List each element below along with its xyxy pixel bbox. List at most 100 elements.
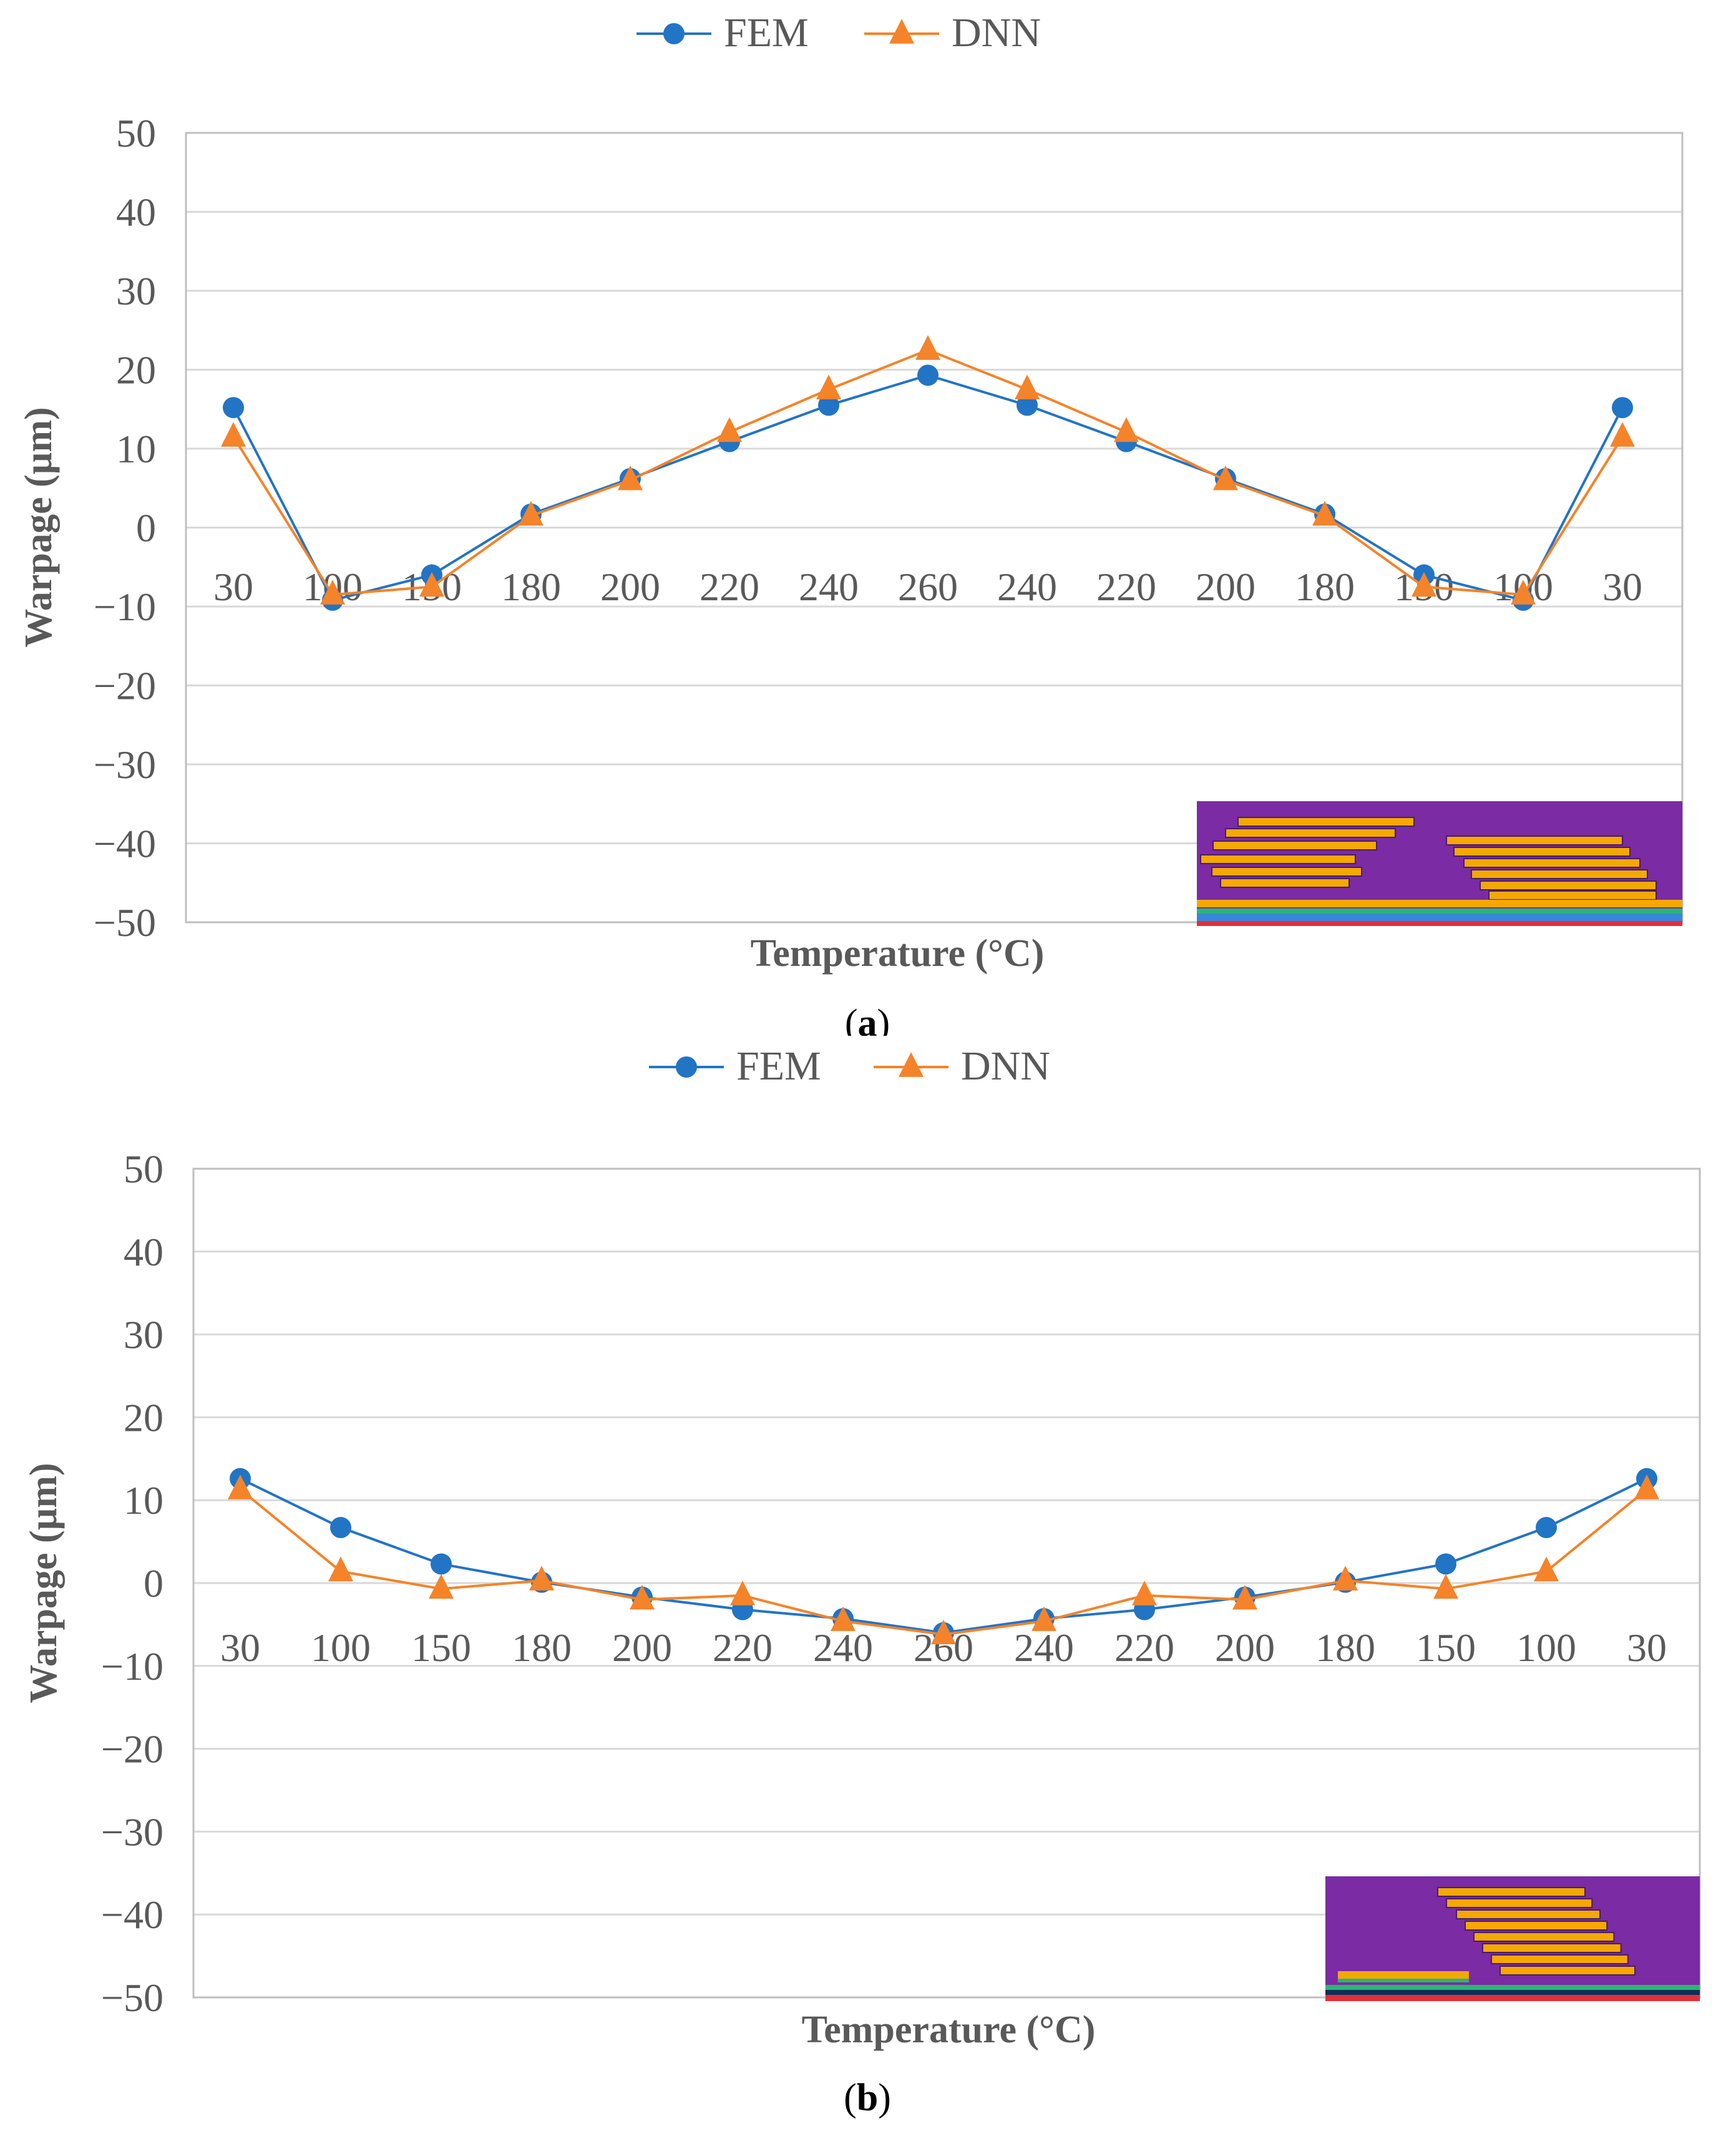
- data-point-dnn: [529, 1566, 554, 1591]
- x-axis-title: Temperature (°C): [802, 2009, 1096, 2051]
- data-point-dnn: [717, 417, 742, 442]
- data-point-fem: [431, 1553, 452, 1575]
- y-tick-label: 0: [144, 1561, 163, 1606]
- y-axis-title: Warpage (µm): [17, 407, 60, 647]
- data-point-fem: [1612, 397, 1633, 419]
- legend: FEM DNN: [649, 1043, 1050, 1089]
- y-tick-label: 30: [124, 1313, 163, 1357]
- legend: FEM DNN: [636, 10, 1041, 56]
- inset-die-layer: [1465, 1921, 1608, 1931]
- y-tick-label: 0: [136, 506, 156, 550]
- inset-die-layer: [1212, 841, 1377, 850]
- y-tick-label: −40: [94, 822, 156, 866]
- plot-area-border: [192, 1167, 1701, 1999]
- y-tick-label: 20: [124, 1395, 163, 1440]
- x-tick-label: 260: [898, 565, 958, 609]
- data-point-dnn: [228, 1474, 253, 1499]
- y-tick-label: 40: [116, 190, 156, 235]
- inset-substrate-layer: [1197, 921, 1682, 926]
- data-point-dnn: [915, 335, 940, 360]
- inset-die-layer: [1338, 1979, 1469, 1982]
- x-tick-label: 30: [213, 565, 253, 609]
- data-point-dnn: [419, 572, 444, 597]
- x-tick-label: 180: [1295, 565, 1355, 609]
- data-point-dnn: [1610, 422, 1635, 447]
- figure-caption: (b): [844, 2077, 891, 2119]
- y-tick-label: −40: [101, 1893, 163, 1937]
- y-tick-label: −30: [101, 1810, 163, 1854]
- data-point-dnn: [816, 374, 841, 399]
- legend-marker-fem: [663, 23, 685, 44]
- inset-die-layer: [1488, 890, 1657, 900]
- legend-label-dnn: DNN: [952, 10, 1041, 56]
- inset-die-layer: [1446, 836, 1623, 846]
- data-point-fem: [1536, 1517, 1557, 1539]
- inset-die-layer: [1220, 878, 1350, 888]
- inset-die-layer: [1491, 1954, 1629, 1964]
- inset-die-layer: [1473, 1932, 1615, 1942]
- inset-die-layer: [1200, 854, 1356, 864]
- x-tick-label: 200: [1196, 565, 1256, 609]
- data-point-dnn: [1511, 580, 1536, 605]
- plot-area-border: [185, 132, 1684, 923]
- inset-substrate-layer: [1197, 909, 1682, 914]
- inset-die-layer: [1237, 817, 1415, 827]
- data-point-fem: [1017, 394, 1038, 416]
- x-tick-label: 100: [311, 1625, 371, 1670]
- data-point-fem: [818, 394, 839, 416]
- data-point-dnn: [1114, 417, 1139, 442]
- y-tick-label: 20: [116, 348, 156, 392]
- inset-substrate-layer: [1325, 1985, 1700, 1990]
- x-tick-label: 240: [813, 1625, 873, 1670]
- legend-marker-fem: [676, 1056, 697, 1078]
- y-tick-label: 10: [124, 1478, 163, 1523]
- data-point-fem: [330, 1517, 351, 1539]
- y-tick-label: −30: [94, 743, 156, 787]
- y-tick-label: 40: [124, 1230, 163, 1274]
- package-cross-section-inset: [1197, 801, 1682, 926]
- data-point-dnn: [931, 1619, 956, 1645]
- data-point-dnn: [328, 1556, 353, 1582]
- data-point-dnn: [429, 1574, 454, 1599]
- x-tick-label: 180: [512, 1625, 572, 1670]
- x-tick-label: 220: [713, 1625, 773, 1670]
- series-line-dnn: [232, 348, 1624, 597]
- data-point-dnn: [1333, 1566, 1358, 1591]
- x-tick-label: 240: [997, 565, 1057, 609]
- inset-die-layer: [1453, 847, 1631, 857]
- x-tick-label: 30: [1627, 1625, 1667, 1670]
- inset-substrate-layer: [1325, 1990, 1700, 1995]
- x-tick-label: 150: [1416, 1625, 1476, 1670]
- y-tick-label: 50: [116, 111, 156, 155]
- y-tick-label: −10: [94, 585, 156, 629]
- inset-die-layer: [1471, 869, 1648, 879]
- x-tick-label: 180: [1315, 1625, 1375, 1670]
- y-tick-label: 50: [124, 1147, 163, 1191]
- gridlines: [186, 211, 1682, 844]
- inset-die-layer: [1463, 858, 1641, 868]
- y-tick-label: 30: [116, 269, 156, 313]
- y-tick-label: −10: [101, 1644, 163, 1689]
- inset-die-layer: [1480, 880, 1657, 890]
- figure-caption: (a): [845, 1002, 890, 1036]
- data-point-dnn: [618, 465, 643, 490]
- data-point-dnn: [320, 580, 345, 605]
- legend-marker-dnn: [899, 1052, 924, 1077]
- legend-label-fem: FEM: [736, 1043, 821, 1089]
- legend-marker-dnn: [889, 19, 914, 44]
- data-point-dnn: [1433, 1574, 1458, 1599]
- legend-label-dnn: DNN: [961, 1043, 1050, 1089]
- x-tick-label: 180: [501, 565, 561, 609]
- data-point-dnn: [519, 500, 544, 526]
- inset-die-layer: [1225, 828, 1396, 838]
- inset-die-layer: [1211, 867, 1362, 877]
- chart-panel-a: 50403020100−10−20−30−40−5030100150180200…: [17, 10, 1684, 1036]
- x-tick-label: 220: [1114, 1625, 1174, 1670]
- x-tick-label: 30: [220, 1625, 260, 1670]
- inset-die-layer: [1437, 1887, 1586, 1897]
- caption-letter: a: [858, 1002, 877, 1036]
- data-point-dnn: [831, 1606, 856, 1631]
- data-point-fem: [1435, 1553, 1456, 1575]
- caption-letter: b: [857, 2077, 878, 2119]
- data-point-dnn: [730, 1581, 755, 1606]
